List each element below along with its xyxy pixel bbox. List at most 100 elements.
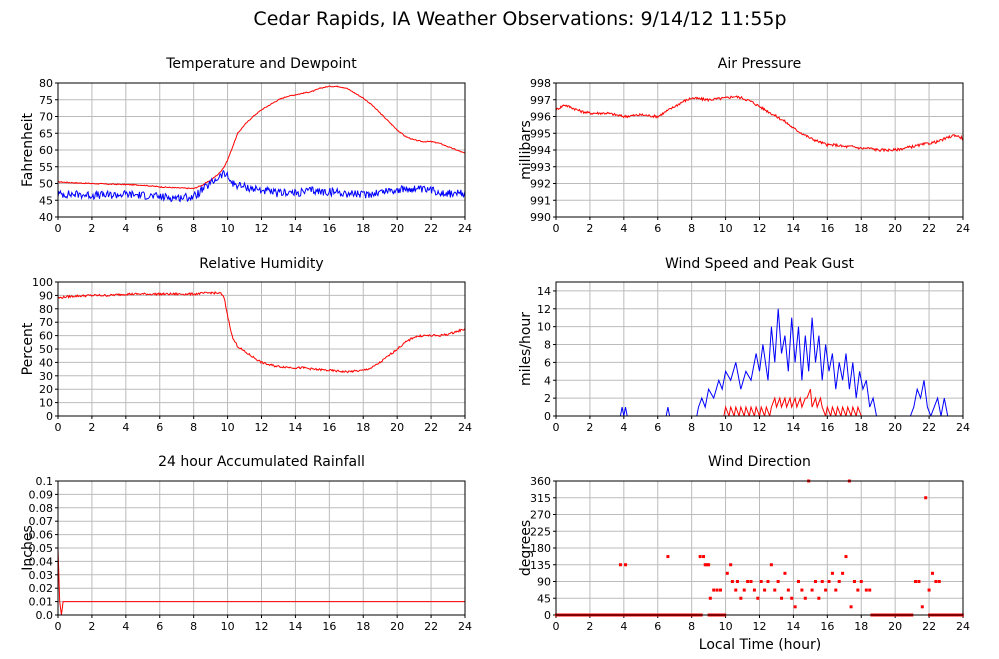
x-tick-label: 24 xyxy=(458,421,472,434)
y-tick-label: 998 xyxy=(530,77,551,90)
x-tick-label: 24 xyxy=(458,620,472,633)
pressure-title: Air Pressure xyxy=(718,56,801,72)
direction-point xyxy=(868,588,872,592)
y-tick-label: 70 xyxy=(39,111,53,124)
x-tick-label: 0 xyxy=(553,421,560,434)
direction-point xyxy=(759,580,763,583)
y-tick-label: 10 xyxy=(537,321,551,334)
x-tick-label: 16 xyxy=(820,620,834,633)
x-tick-label: 2 xyxy=(88,421,95,434)
x-tick-label: 14 xyxy=(786,620,800,633)
figure-title: Cedar Rapids, IA Weather Observations: 9… xyxy=(253,8,786,30)
x-tick-label: 24 xyxy=(956,222,970,235)
direction-point xyxy=(773,588,777,592)
pressure-ylabel: millibars xyxy=(518,120,534,180)
y-tick-label: 90 xyxy=(537,576,551,589)
direction-point xyxy=(813,580,817,583)
direction-point xyxy=(844,555,848,559)
y-tick-label: 8 xyxy=(544,339,551,352)
direction-point xyxy=(718,588,722,592)
direction-point xyxy=(786,588,790,592)
rain-series-line xyxy=(58,547,465,615)
x-tick-label: 6 xyxy=(156,421,163,434)
direction-point xyxy=(705,563,709,567)
direction-point xyxy=(734,588,738,592)
wind-ylabel: miles/hour xyxy=(518,312,534,386)
wind-title: Wind Speed and Peak Gust xyxy=(665,256,854,272)
y-tick-label: 0 xyxy=(46,410,53,423)
x-tick-label: 6 xyxy=(156,222,163,235)
direction-point xyxy=(934,580,938,583)
y-tick-label: 993 xyxy=(530,161,551,174)
direction-point xyxy=(914,580,918,583)
y-tick-label: 4 xyxy=(544,374,551,387)
wind-series-line xyxy=(556,389,963,416)
x-tick-label: 8 xyxy=(688,222,695,235)
y-tick-label: 315 xyxy=(530,492,551,505)
direction-point xyxy=(703,563,707,567)
x-tick-label: 6 xyxy=(654,222,661,235)
y-tick-label: 45 xyxy=(537,592,551,605)
temp-ylabel: Fahrenheit xyxy=(20,112,36,187)
direction-point xyxy=(864,588,868,592)
x-tick-label: 24 xyxy=(458,222,472,235)
humidity-series-line xyxy=(58,290,465,374)
x-tick-label: 14 xyxy=(786,222,800,235)
direction-point xyxy=(797,580,801,583)
y-tick-label: 996 xyxy=(530,111,551,124)
x-tick-label: 18 xyxy=(854,222,868,235)
x-tick-label: 10 xyxy=(719,222,733,235)
x-tick-label: 18 xyxy=(854,620,868,633)
direction-point xyxy=(800,588,804,592)
direction-point xyxy=(618,563,622,567)
y-tick-label: 0.03 xyxy=(29,569,54,582)
y-tick-label: 0.02 xyxy=(29,582,54,595)
humidity-title: Relative Humidity xyxy=(199,256,323,272)
y-tick-label: 180 xyxy=(530,542,551,555)
y-tick-label: 90 xyxy=(39,289,53,302)
pressure-series-line xyxy=(556,95,963,153)
direction-point xyxy=(735,580,739,583)
y-tick-label: 14 xyxy=(537,285,551,298)
x-tick-label: 22 xyxy=(922,620,936,633)
y-tick-label: 65 xyxy=(39,127,53,140)
y-tick-label: 60 xyxy=(39,330,53,343)
x-tick-label: 4 xyxy=(620,620,627,633)
direction-point xyxy=(852,580,856,583)
y-tick-label: 50 xyxy=(39,343,53,356)
x-tick-label: 0 xyxy=(553,222,560,235)
y-tick-label: 80 xyxy=(39,77,53,90)
y-tick-label: 997 xyxy=(530,94,551,107)
rain-title: 24 hour Accumulated Rainfall xyxy=(158,454,365,470)
x-tick-label: 22 xyxy=(424,620,438,633)
x-tick-label: 14 xyxy=(786,421,800,434)
x-tick-label: 4 xyxy=(122,421,129,434)
y-tick-label: 12 xyxy=(537,303,551,316)
x-tick-label: 2 xyxy=(586,421,593,434)
y-tick-label: 70 xyxy=(39,316,53,329)
direction-point xyxy=(752,588,756,592)
y-tick-label: 0 xyxy=(544,410,551,423)
x-tick-label: 10 xyxy=(719,620,733,633)
rain-ylabel: Inches xyxy=(20,525,36,570)
x-tick-label: 8 xyxy=(190,421,197,434)
temp-plot-frame xyxy=(57,82,466,218)
x-tick-label: 18 xyxy=(356,222,370,235)
y-tick-label: 990 xyxy=(530,211,551,224)
y-tick-label: 55 xyxy=(39,161,53,174)
x-tick-label: 4 xyxy=(122,222,129,235)
x-tick-label: 2 xyxy=(88,620,95,633)
y-tick-label: 0.05 xyxy=(29,542,54,555)
y-tick-label: 50 xyxy=(39,178,53,191)
x-tick-label: 6 xyxy=(156,620,163,633)
x-tick-label: 8 xyxy=(190,620,197,633)
direction-point xyxy=(803,596,807,600)
x-tick-label: 24 xyxy=(956,421,970,434)
y-tick-label: 80 xyxy=(39,303,53,316)
direction-point xyxy=(924,496,928,500)
temp-series-line xyxy=(58,85,465,190)
x-tick-label: 16 xyxy=(322,222,336,235)
x-tick-label: 14 xyxy=(288,620,302,633)
